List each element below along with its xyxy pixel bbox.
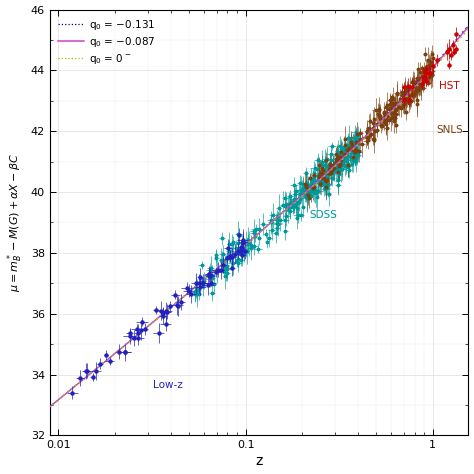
- Text: Low-z: Low-z: [153, 380, 182, 390]
- Text: HST: HST: [439, 81, 460, 91]
- Text: SNLS: SNLS: [437, 125, 464, 135]
- X-axis label: z: z: [255, 455, 263, 468]
- Y-axis label: $\mu = m^*_B - M(G) + \alpha X - \beta C$: $\mu = m^*_B - M(G) + \alpha X - \beta C…: [6, 153, 25, 292]
- Text: SDSS: SDSS: [310, 210, 337, 220]
- Legend: q$_0$ = $-$0.131, q$_0$ = $-$0.087, q$_0$ = 0$^-$: q$_0$ = $-$0.131, q$_0$ = $-$0.087, q$_0…: [55, 15, 159, 69]
